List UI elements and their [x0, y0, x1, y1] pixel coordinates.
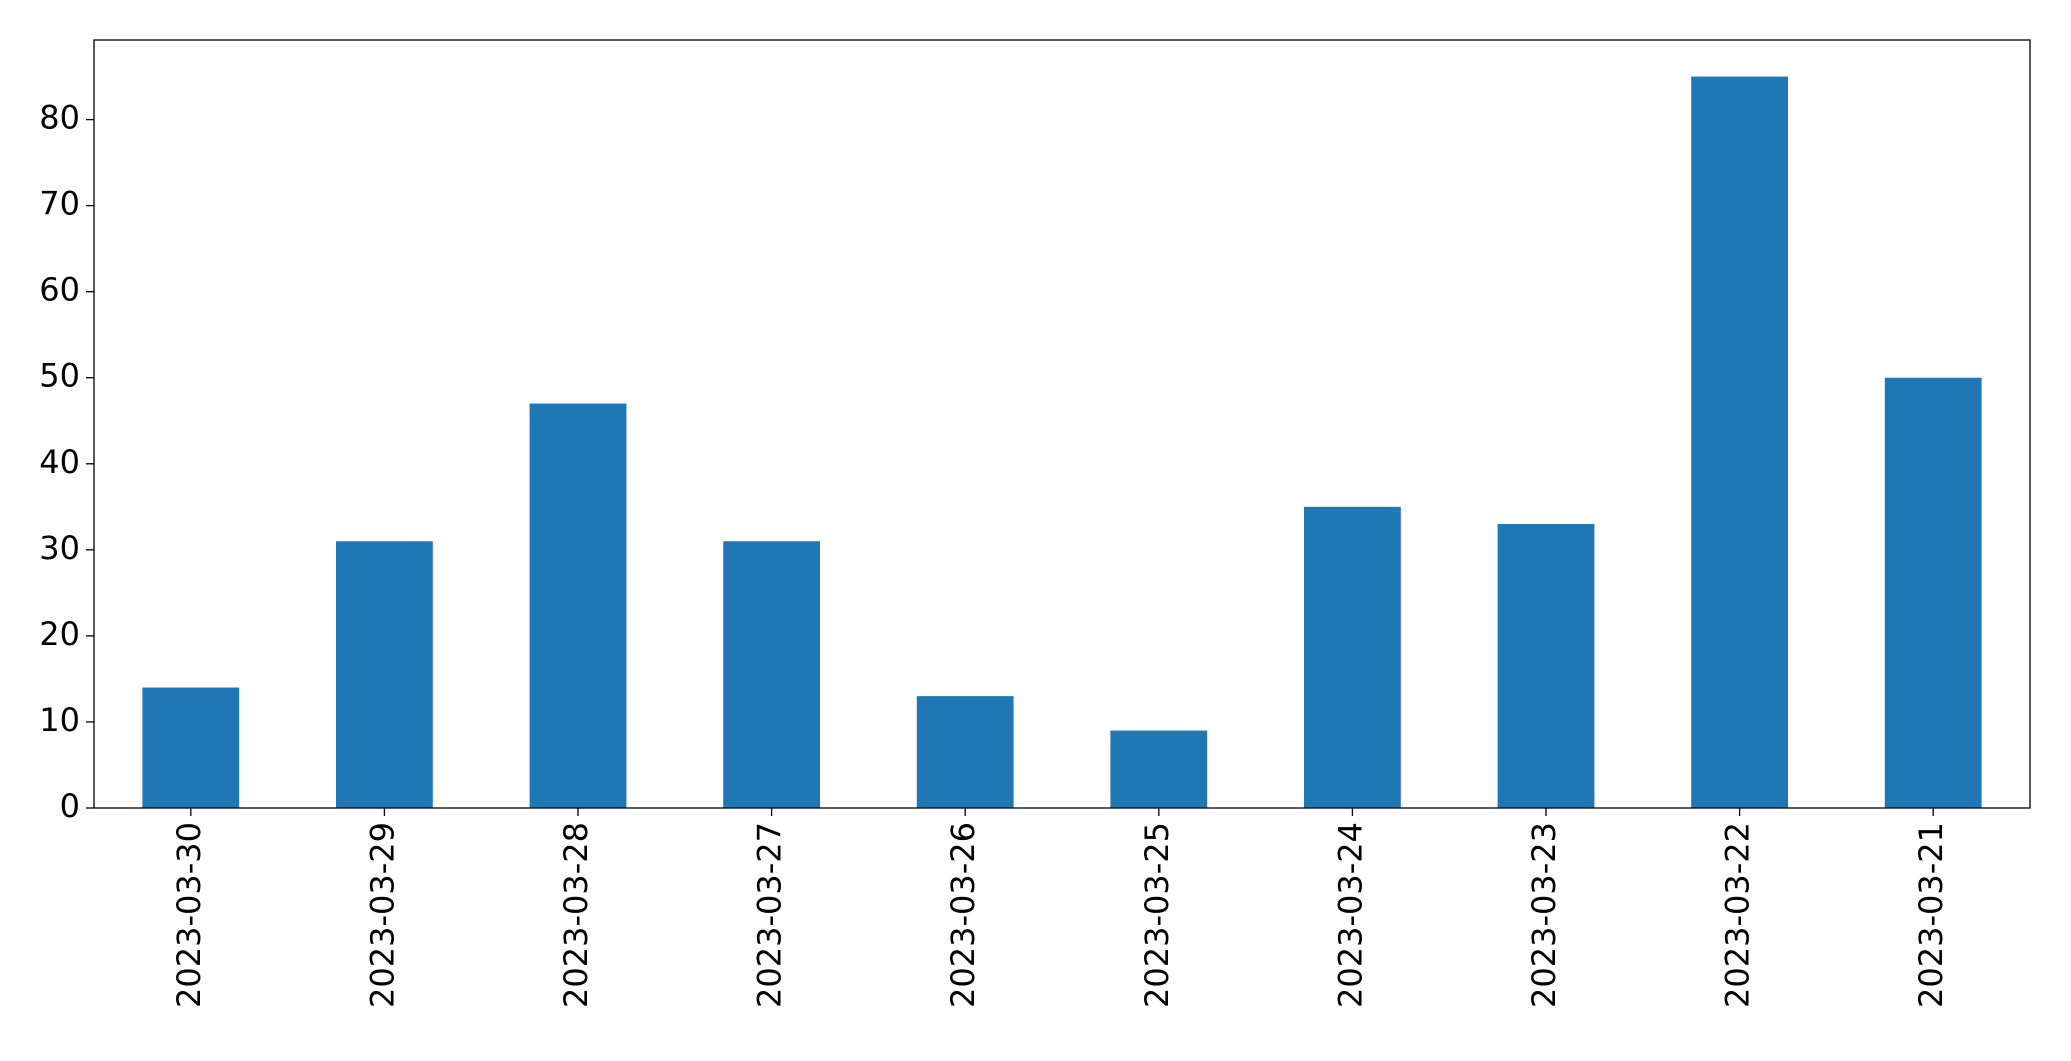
- x-tick-label: 2023-03-26: [944, 822, 982, 1008]
- y-tick-label: 50: [39, 357, 80, 395]
- plot-frame: [93, 39, 2031, 809]
- x-tick-label: 2023-03-21: [1912, 822, 1950, 1008]
- bar: [336, 541, 433, 808]
- bar: [916, 696, 1014, 808]
- y-tick-label: 40: [39, 443, 80, 481]
- bar: [1884, 377, 1982, 808]
- bar: [723, 541, 820, 808]
- bar: [1497, 524, 1595, 808]
- x-tick-label: 2023-03-23: [1525, 822, 1563, 1008]
- x-tick-label: 2023-03-28: [557, 822, 595, 1008]
- y-tick-label: 80: [39, 99, 80, 137]
- bar: [1110, 730, 1208, 808]
- y-tick-label: 60: [39, 271, 80, 309]
- bar: [1304, 506, 1401, 808]
- x-tick-label: 2023-03-25: [1138, 822, 1176, 1008]
- y-tick-label: 70: [39, 185, 80, 223]
- y-tick-label: 20: [39, 615, 80, 653]
- bar: [142, 687, 240, 808]
- x-tick-label: 2023-03-29: [363, 822, 401, 1008]
- x-tick-label: 2023-03-30: [170, 822, 208, 1008]
- x-tick-label: 2023-03-24: [1331, 822, 1369, 1008]
- x-tick-label: 2023-03-27: [751, 822, 789, 1008]
- y-tick-label: 10: [39, 701, 80, 739]
- y-tick-label: 30: [39, 529, 80, 567]
- y-tick-label: 0: [60, 787, 80, 825]
- bar: [1691, 76, 1788, 809]
- bar: [529, 403, 627, 808]
- x-tick-label: 2023-03-22: [1719, 822, 1757, 1008]
